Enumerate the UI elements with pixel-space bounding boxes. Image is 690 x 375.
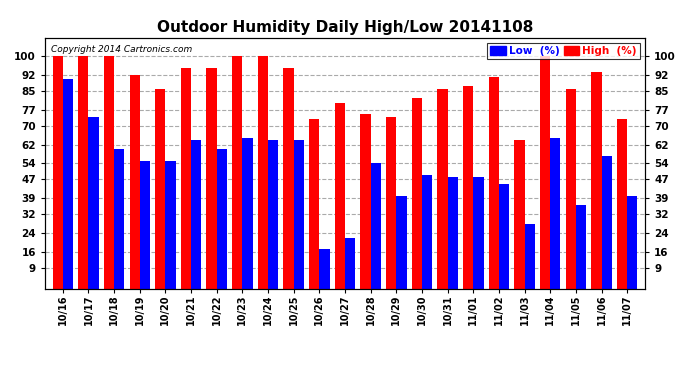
Bar bbox=[242, 138, 253, 289]
Bar bbox=[566, 88, 576, 289]
Bar bbox=[524, 224, 535, 289]
Bar bbox=[371, 163, 381, 289]
Bar bbox=[232, 56, 242, 289]
Bar bbox=[360, 114, 371, 289]
Bar bbox=[499, 184, 509, 289]
Bar bbox=[514, 140, 524, 289]
Bar bbox=[345, 238, 355, 289]
Bar bbox=[78, 56, 88, 289]
Bar bbox=[181, 68, 191, 289]
Bar bbox=[191, 140, 201, 289]
Bar bbox=[309, 119, 319, 289]
Bar bbox=[166, 161, 176, 289]
Bar bbox=[540, 56, 550, 289]
Bar bbox=[52, 56, 63, 289]
Bar bbox=[258, 56, 268, 289]
Bar bbox=[319, 249, 330, 289]
Bar bbox=[448, 177, 458, 289]
Bar bbox=[617, 119, 627, 289]
Bar bbox=[140, 161, 150, 289]
Bar bbox=[386, 117, 396, 289]
Bar bbox=[155, 88, 166, 289]
Title: Outdoor Humidity Daily High/Low 20141108: Outdoor Humidity Daily High/Low 20141108 bbox=[157, 20, 533, 35]
Bar bbox=[268, 140, 278, 289]
Bar bbox=[114, 149, 124, 289]
Bar bbox=[463, 86, 473, 289]
Bar bbox=[130, 75, 140, 289]
Text: Copyright 2014 Cartronics.com: Copyright 2014 Cartronics.com bbox=[51, 45, 192, 54]
Bar bbox=[396, 196, 406, 289]
Bar bbox=[104, 56, 114, 289]
Bar bbox=[294, 140, 304, 289]
Bar bbox=[627, 196, 638, 289]
Bar bbox=[591, 72, 602, 289]
Bar bbox=[602, 156, 612, 289]
Legend: Low  (%), High  (%): Low (%), High (%) bbox=[486, 43, 640, 59]
Bar bbox=[550, 138, 560, 289]
Bar bbox=[576, 205, 586, 289]
Bar bbox=[284, 68, 294, 289]
Bar bbox=[335, 103, 345, 289]
Bar bbox=[473, 177, 484, 289]
Bar bbox=[437, 88, 448, 289]
Bar bbox=[412, 98, 422, 289]
Bar bbox=[217, 149, 227, 289]
Bar bbox=[206, 68, 217, 289]
Bar bbox=[88, 117, 99, 289]
Bar bbox=[489, 77, 499, 289]
Bar bbox=[63, 80, 73, 289]
Bar bbox=[422, 175, 432, 289]
